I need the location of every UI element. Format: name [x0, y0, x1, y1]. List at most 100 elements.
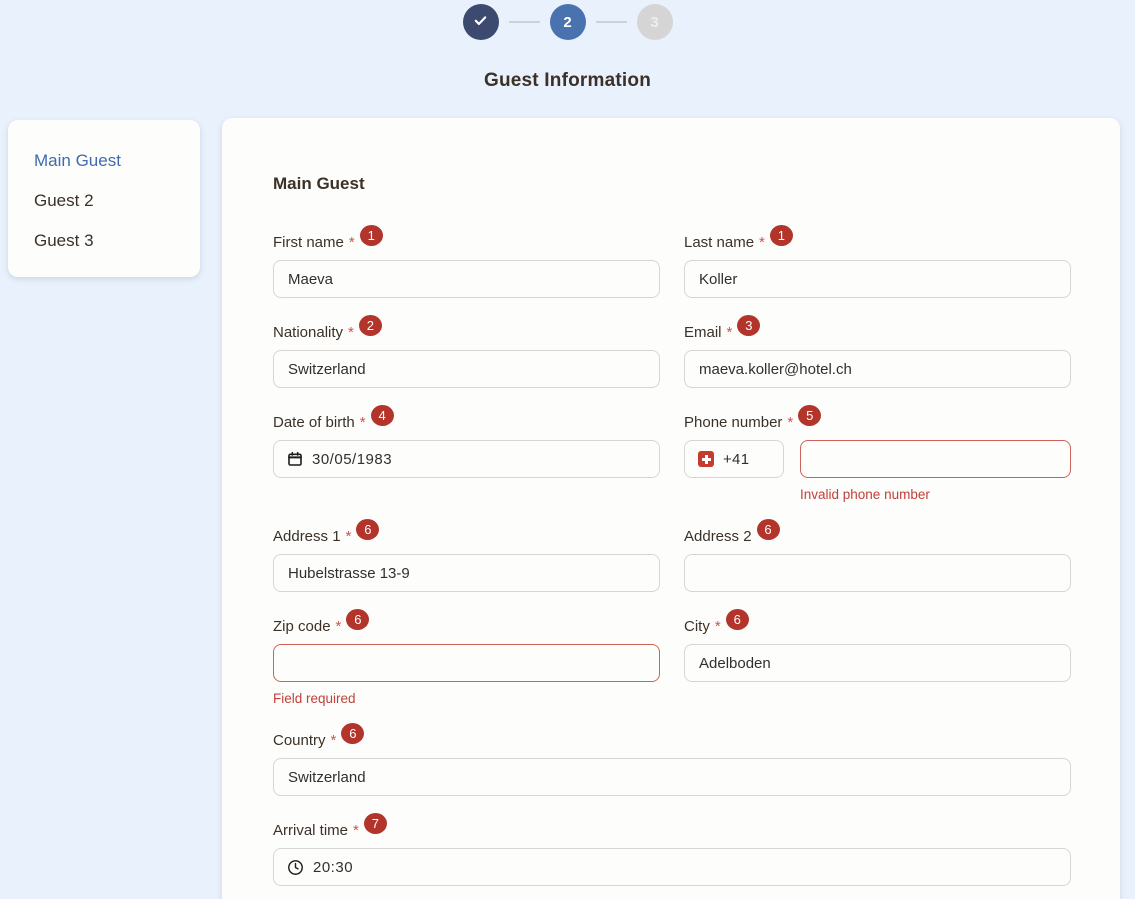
required-asterisk: *: [759, 234, 765, 251]
email-label-row: Email * 3: [684, 315, 1071, 343]
arrival-time-input[interactable]: [273, 848, 1071, 886]
field-email: Email * 3: [684, 315, 1071, 388]
required-asterisk: *: [726, 324, 733, 341]
field-nationality: Nationality * 2: [273, 315, 660, 388]
guest-nav-sidebar: Main Guest Guest 2 Guest 3: [8, 120, 200, 277]
required-asterisk: *: [348, 324, 354, 341]
step-connector: [595, 21, 627, 23]
date-of-birth-value[interactable]: [312, 450, 646, 468]
required-asterisk: *: [714, 618, 721, 635]
phone-input-group: +41: [684, 440, 1071, 478]
form-section-title: Main Guest: [273, 174, 365, 193]
first-name-label-row: First name * 1: [273, 225, 660, 253]
field-address-2: Address 2 6: [684, 519, 1071, 592]
nationality-input[interactable]: [273, 350, 660, 388]
field-badge: 6: [725, 609, 749, 630]
field-badge: 2: [358, 315, 382, 336]
field-badge: 6: [756, 519, 780, 540]
zip-code-label-row: Zip code * 6: [273, 609, 660, 637]
arrival-time-label: Arrival time: [273, 822, 349, 839]
phone-label: Phone number: [684, 414, 783, 431]
nationality-label: Nationality: [273, 324, 344, 341]
guest-form-card: Main Guest First name * 1 Last name * 1: [222, 118, 1120, 899]
country-label-row: Country * 6: [273, 723, 1071, 751]
required-asterisk: *: [353, 822, 359, 839]
phone-label-row: Phone number * 5: [684, 405, 1071, 433]
step-1-complete[interactable]: [462, 4, 499, 40]
address-2-label-row: Address 2 6: [684, 519, 1071, 547]
required-asterisk: *: [335, 618, 342, 635]
step-3-label: 3: [650, 13, 659, 31]
address-2-label: Address 2: [684, 528, 752, 545]
swiss-flag-icon: [698, 451, 714, 467]
country-input[interactable]: [273, 758, 1071, 796]
field-first-name: First name * 1: [273, 225, 660, 298]
wizard-stepper: 2 3: [0, 4, 1135, 40]
city-label-row: City * 6: [684, 609, 1071, 637]
field-arrival-time: Arrival time * 7: [273, 813, 1071, 886]
form-row: First name * 1 Last name * 1: [273, 225, 1071, 298]
step-2-active[interactable]: 2: [549, 4, 586, 40]
email-input[interactable]: [684, 350, 1071, 388]
required-asterisk: *: [345, 528, 352, 545]
phone-dial-code: +41: [723, 450, 750, 468]
nationality-label-row: Nationality * 2: [273, 315, 660, 343]
zip-code-label: Zip code: [273, 618, 331, 635]
field-badge: 1: [769, 225, 793, 246]
required-asterisk: *: [330, 732, 337, 749]
sidebar-item-guest-2[interactable]: Guest 2: [34, 191, 94, 210]
required-asterisk: *: [787, 414, 794, 431]
field-badge: 3: [737, 315, 761, 336]
form-row: Address 1 * 6 Address 2 6: [273, 519, 1071, 592]
date-of-birth-label-row: Date of birth * 4: [273, 405, 660, 433]
field-last-name: Last name * 1: [684, 225, 1071, 298]
date-of-birth-input[interactable]: [273, 440, 660, 478]
email-label: Email: [684, 324, 722, 341]
required-asterisk: *: [359, 414, 366, 431]
city-input[interactable]: [684, 644, 1071, 682]
form-row: Date of birth * 4: [273, 405, 1071, 502]
first-name-label: First name: [273, 234, 344, 251]
form-row: Nationality * 2 Email * 3: [273, 315, 1071, 388]
step-2-label: 2: [563, 13, 572, 31]
field-country: Country * 6: [273, 723, 1071, 796]
last-name-label-row: Last name * 1: [684, 225, 1071, 253]
field-badge: 6: [356, 519, 380, 540]
step-connector: [508, 21, 540, 23]
calendar-icon: [287, 451, 303, 467]
form-row: Zip code * 6 Field required City * 6: [273, 609, 1071, 706]
address-1-label: Address 1: [273, 528, 341, 545]
city-label: City: [684, 618, 710, 635]
sidebar-item-guest-3[interactable]: Guest 3: [34, 231, 94, 250]
form-row: Arrival time * 7: [273, 813, 1071, 886]
clock-icon: [287, 859, 304, 876]
field-badge: 5: [798, 405, 822, 426]
check-icon: [473, 13, 488, 32]
last-name-label: Last name: [684, 234, 755, 251]
phone-country-code-select[interactable]: +41: [684, 440, 784, 478]
field-date-of-birth: Date of birth * 4: [273, 405, 660, 502]
phone-error-message: Invalid phone number: [800, 487, 930, 502]
field-badge: 1: [359, 225, 383, 246]
field-badge: 6: [341, 723, 365, 744]
phone-number-input[interactable]: [800, 440, 1071, 478]
field-zip-code: Zip code * 6 Field required: [273, 609, 660, 706]
zip-code-error-message: Field required: [273, 691, 356, 706]
first-name-input[interactable]: [273, 260, 660, 298]
form-row: Country * 6: [273, 723, 1071, 796]
arrival-time-value[interactable]: [313, 858, 1057, 876]
arrival-time-label-row: Arrival time * 7: [273, 813, 1071, 841]
step-3-future[interactable]: 3: [636, 4, 673, 40]
field-address-1: Address 1 * 6: [273, 519, 660, 592]
address-1-label-row: Address 1 * 6: [273, 519, 660, 547]
address-1-input[interactable]: [273, 554, 660, 592]
last-name-input[interactable]: [684, 260, 1071, 298]
sidebar-item-main-guest[interactable]: Main Guest: [34, 151, 121, 170]
country-label: Country: [273, 732, 326, 749]
date-of-birth-label: Date of birth: [273, 414, 355, 431]
field-badge: 7: [363, 813, 387, 834]
zip-code-input[interactable]: [273, 644, 660, 682]
required-asterisk: *: [348, 234, 355, 251]
field-city: City * 6: [684, 609, 1071, 706]
address-2-input[interactable]: [684, 554, 1071, 592]
